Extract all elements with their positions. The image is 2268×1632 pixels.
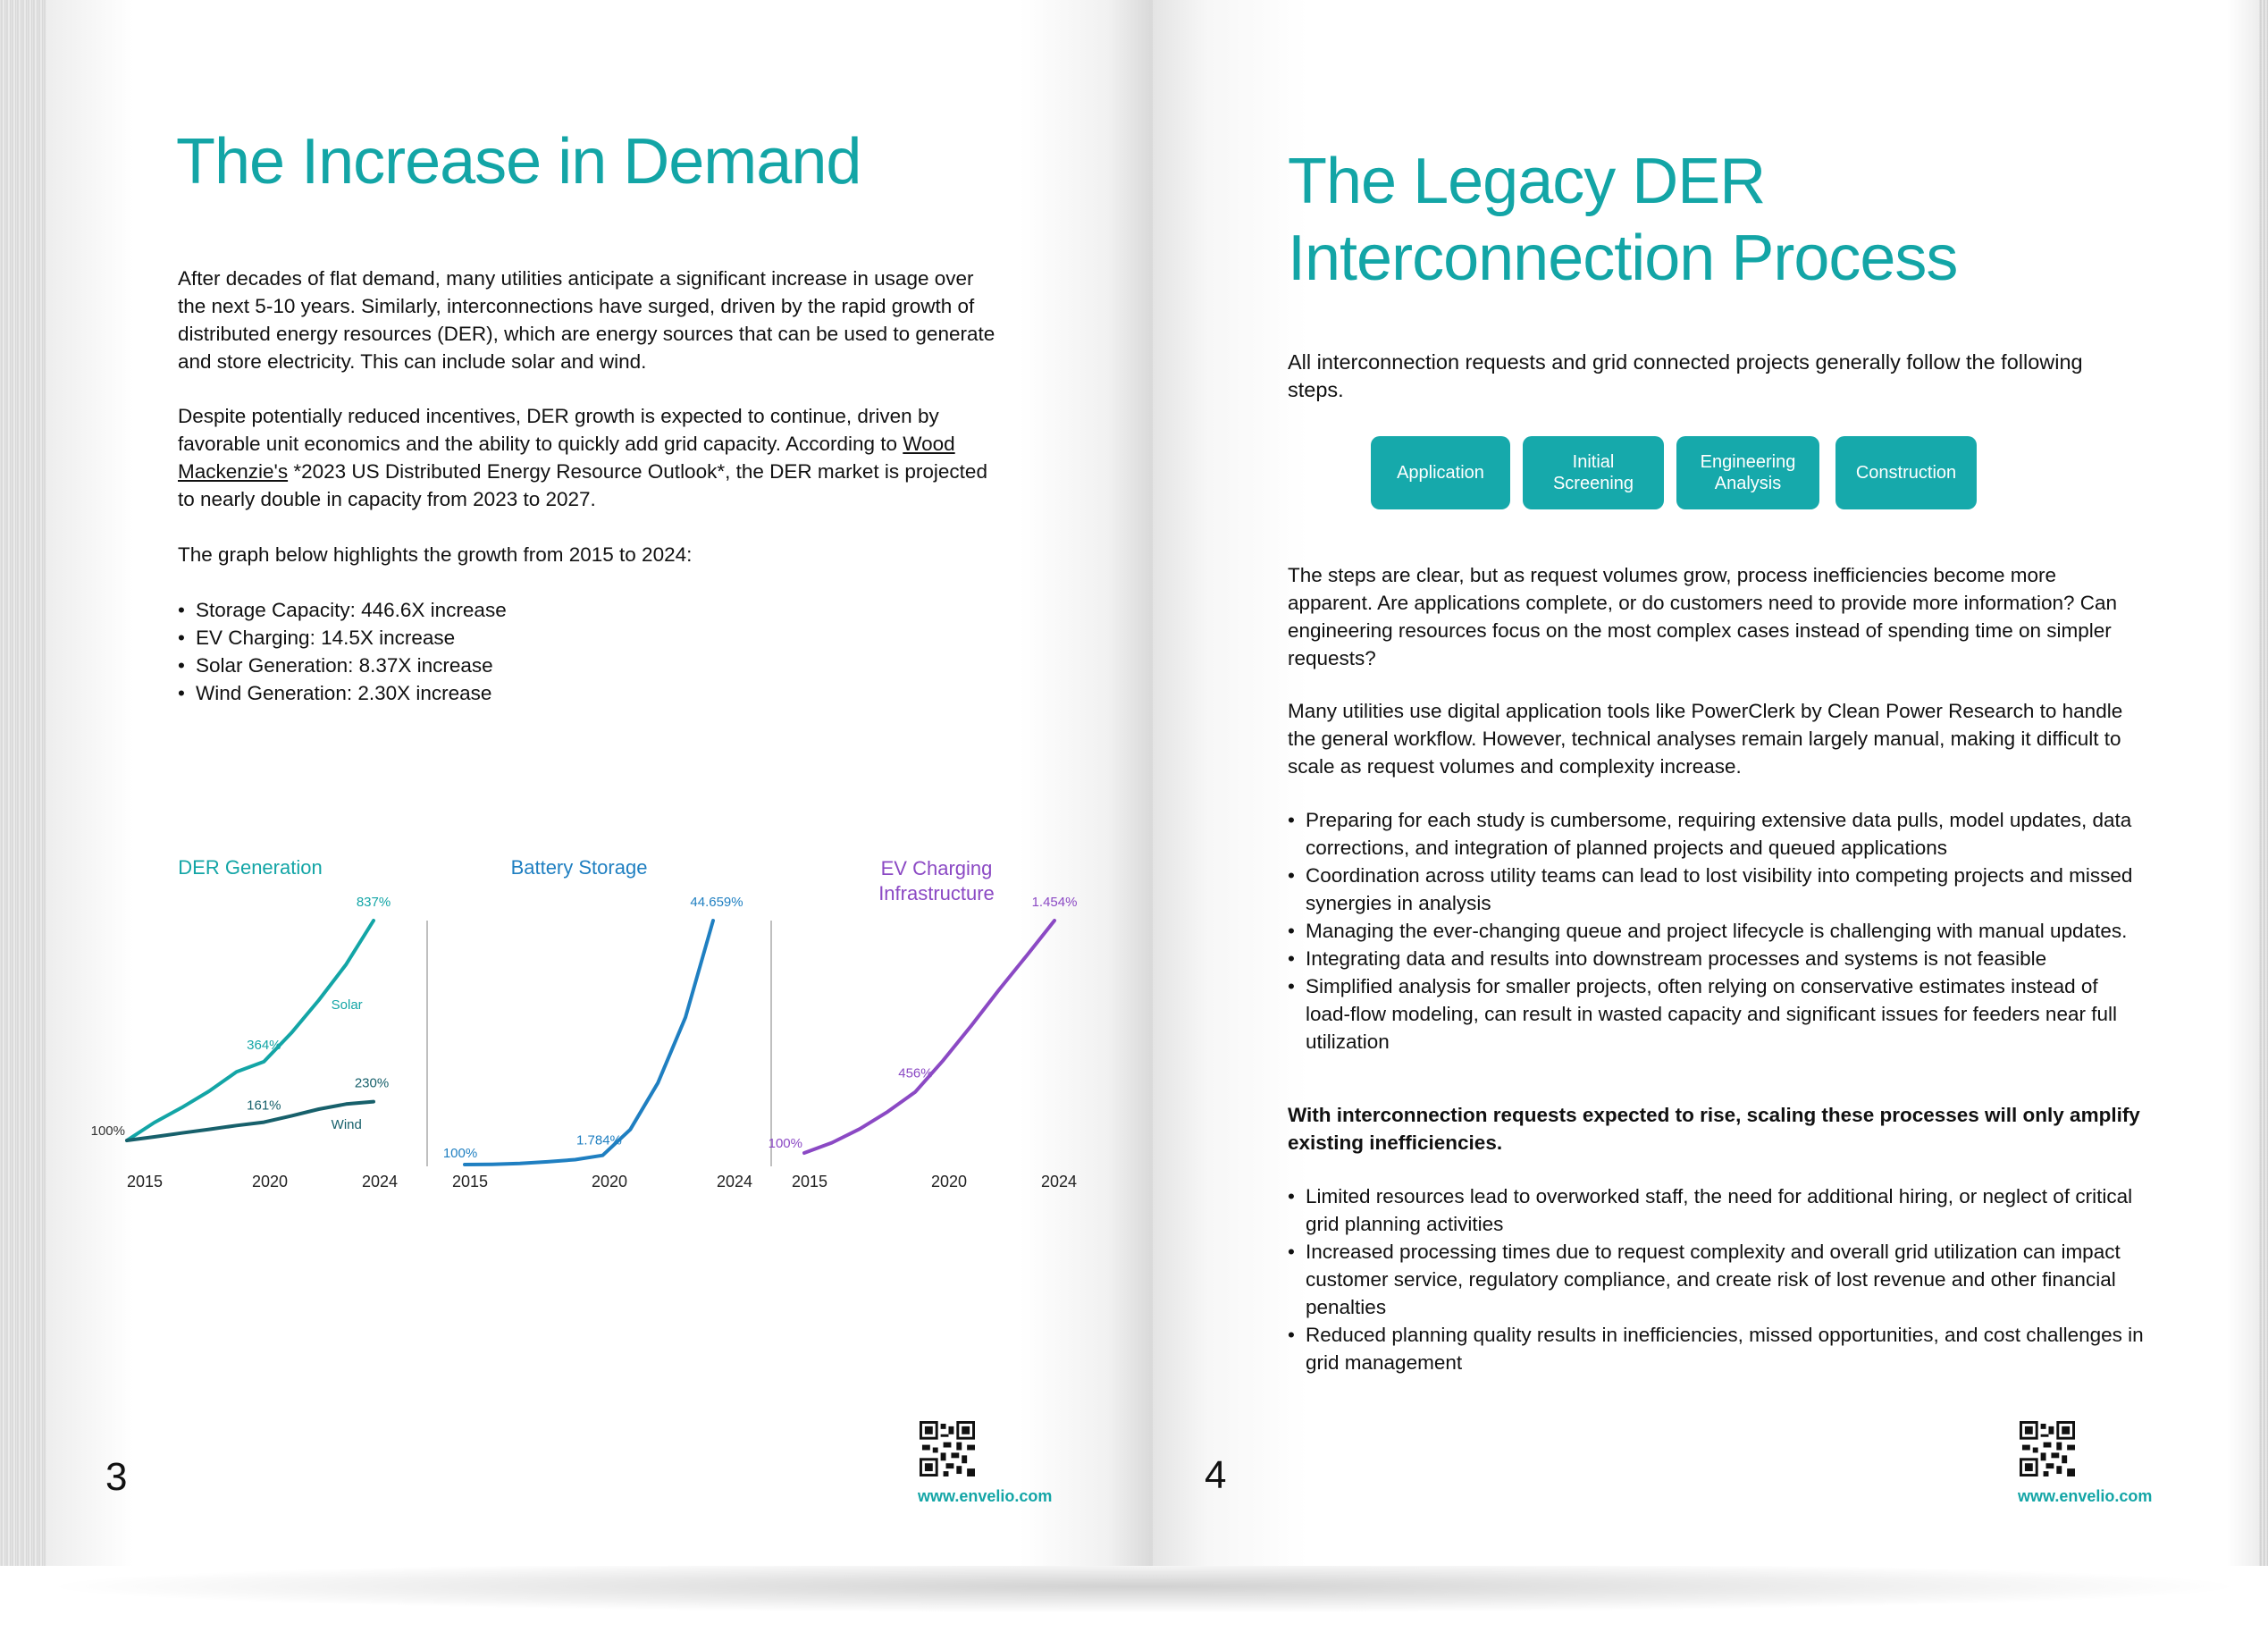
page-title: The Increase in Demand [176,126,861,198]
list-item: Solar Generation: 8.37X increase [178,652,982,679]
wood-mackenzie-link[interactable]: Wood Mackenzie's [178,433,955,483]
list-item: Managing the ever-changing queue and pro… [1288,917,2146,945]
impacts-list: Limited resources lead to overworked sta… [1288,1182,2146,1376]
series-label: Solar [332,997,363,1013]
para-text-a: Despite potentially reduced incentives, … [178,405,939,455]
growth-list: Storage Capacity: 446.6X increaseEV Char… [178,596,982,707]
data-label: 1.784% [576,1133,622,1148]
data-label: 100% [91,1123,125,1139]
list-item: Increased processing times due to reques… [1288,1238,2146,1321]
series-line [125,919,375,1142]
process-intro: All interconnection requests and grid co… [1288,350,2083,401]
page-title-right: The Legacy DER Interconnection Process [1288,143,1958,297]
website-link-right[interactable]: www.envelio.com [2018,1487,2153,1505]
step-application: Application [1371,436,1510,509]
x-tick-label: 2024 [1041,1173,1077,1190]
list-item: Preparing for each study is cumbersome, … [1288,806,2146,862]
x-tick-label: 2015 [127,1173,163,1190]
x-tick-label: 2020 [252,1173,288,1190]
list-item: Coordination across utility teams can le… [1288,862,2146,917]
data-label: 1.454% [1032,895,1078,910]
step-engineering-analysis: Engineering Analysis [1676,436,1819,509]
page-edges-left [0,0,46,1566]
para-text-b: *2023 US Distributed Energy Resource Out… [178,460,987,510]
graph-intro: The graph below highlights the growth fr… [178,543,693,566]
series-label: Wind [332,1117,362,1132]
chart-title-battery: Battery Storage [510,856,648,879]
step-initial-screening: Initial Screening [1523,436,1664,509]
inefficiency-paragraph: The steps are clear, but as request volu… [1288,564,2118,669]
title-line-1: The Legacy DER [1288,146,1766,217]
data-label: 837% [357,895,391,910]
process-steps: Application Initial Screening Engineerin… [1371,436,1977,509]
series-line [463,919,715,1166]
list-item: Wind Generation: 2.30X increase [178,679,982,707]
series-line [802,919,1056,1155]
list-item: EV Charging: 14.5X increase [178,624,982,652]
data-label: 100% [443,1146,477,1161]
data-label: 456% [898,1066,932,1081]
data-label: 161% [247,1098,281,1114]
page-number-right: 4 [1205,1453,1227,1497]
bold-statement: With interconnection requests expected t… [1288,1104,2140,1154]
page-shadow [36,1560,2252,1613]
list-item: Reduced planning quality results in inef… [1288,1321,2146,1376]
qr-code-icon[interactable] [2020,1421,2075,1476]
page-number-left: 3 [105,1455,128,1499]
x-tick-label: 2015 [792,1173,827,1190]
step-construction: Construction [1835,436,1977,509]
page-edges-right [2259,0,2268,1566]
powerclerk-paragraph: Many utilities use digital application t… [1288,700,2123,778]
data-label: 44.659% [690,895,743,910]
der-growth-paragraph: Despite potentially reduced incentives, … [178,402,1004,513]
x-tick-label: 2015 [452,1173,488,1190]
list-item: Limited resources lead to overworked sta… [1288,1182,2146,1238]
data-label: 100% [769,1136,802,1151]
data-label: 364% [247,1038,281,1053]
website-link-left[interactable]: www.envelio.com [918,1487,1053,1505]
data-label: 230% [355,1076,389,1091]
intro-paragraph: After decades of flat demand, many utili… [178,267,995,373]
series-line [125,1099,375,1142]
qr-code-icon[interactable] [920,1421,975,1476]
chart-title-der: DER Generation [178,856,323,879]
chart-title-ev: EV Charging Infrastructure [878,857,995,904]
page-3 [45,0,1153,1566]
x-tick-label: 2020 [592,1173,627,1190]
challenges-list: Preparing for each study is cumbersome, … [1288,806,2146,1056]
x-tick-label: 2024 [362,1173,398,1190]
list-item: Storage Capacity: 446.6X increase [178,596,982,624]
list-item: Simplified analysis for smaller projects… [1288,972,2146,1056]
x-tick-label: 2020 [931,1173,967,1190]
list-item: Integrating data and results into downst… [1288,945,2146,972]
title-line-2: Interconnection Process [1288,223,1958,294]
x-tick-label: 2024 [717,1173,752,1190]
